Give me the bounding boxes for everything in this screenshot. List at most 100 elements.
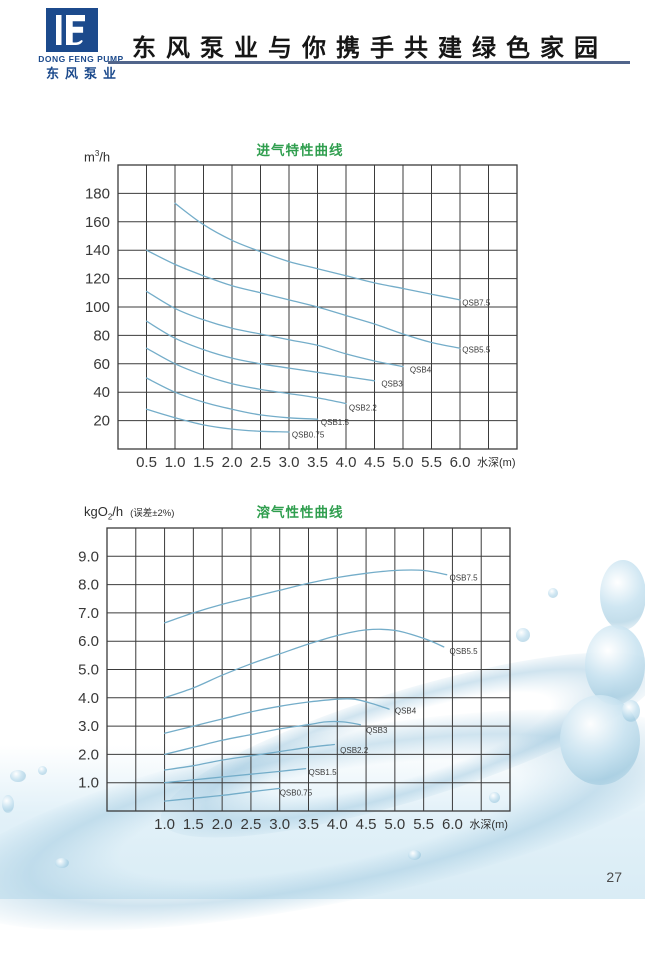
y-tick-label: 9.0 — [78, 548, 99, 565]
logo-company-name-en: DONG FENG PUMP — [38, 54, 124, 64]
x-tick-label: 4.5 — [356, 816, 377, 833]
y-tick-label: 180 — [85, 185, 110, 202]
series-curve-QSB3 — [145, 320, 376, 382]
series-label-QSB4: QSB4 — [410, 365, 432, 374]
series-label-QSB7.5: QSB7.5 — [462, 299, 491, 308]
chart1-title: 进气特性曲线 — [256, 143, 344, 159]
chart2-title: 溶气性性曲线 — [256, 505, 344, 521]
unit-subscript: 2 — [107, 512, 113, 522]
water-droplet-icon — [10, 770, 26, 782]
x-tick-label: 1.5 — [193, 454, 214, 471]
x-tick-label: 5.0 — [384, 816, 405, 833]
series-label-QSB7.5: QSB7.5 — [450, 573, 479, 582]
header-slogan: 东风泵业与你携手共建绿色家园 — [132, 33, 608, 62]
x-tick-label: 6.0 — [442, 816, 463, 833]
x-tick-label: 3.5 — [298, 816, 319, 833]
x-axis-tick-labels: 1.0 1.5 2.0 2.5 3.0 3.5 4.0 4.5 5.0 5.5 6.0 水深(m) — [154, 816, 508, 833]
intake-characteristic-chart: 0.5 1.0 1.5 2.0 2.5 3.0 3.5 4.0 4.5 5.0 5.5 6.0 水深(m… — [85, 164, 518, 471]
series-label-QSB5.5: QSB5.5 — [450, 647, 479, 656]
x-tick-label: 0.5 — [136, 454, 157, 471]
x-axis-unit-label: 水深(m) — [477, 456, 516, 469]
y-tick-label: 3.0 — [78, 718, 99, 735]
water-droplet-icon — [2, 795, 14, 813]
y-tick-label: 60 — [93, 356, 110, 373]
y-tick-label: 80 — [93, 327, 110, 344]
logo-company-name-cn: 东风泵业 — [45, 66, 122, 81]
unit-text: /h — [112, 504, 124, 519]
series-curve-QSB1.5 — [163, 767, 307, 784]
series-curve-QSB0.75 — [163, 787, 281, 802]
series-curve-QSB2.2 — [145, 347, 347, 405]
x-tick-label: 4.5 — [364, 454, 385, 471]
series-curve-QSB1.5 — [145, 377, 319, 420]
y-tick-label: 5.0 — [78, 662, 99, 679]
y-tick-label: 140 — [85, 242, 110, 259]
x-tick-label: 2.0 — [212, 816, 233, 833]
chart1-y-axis-unit: m3/h — [84, 149, 110, 164]
x-tick-label: 1.0 — [165, 454, 186, 471]
y-axis-tick-labels: 180 160 140 120 100 80 60 40 20 — [85, 185, 110, 429]
water-droplet-icon — [600, 560, 645, 630]
chart2-y-axis-unit: kgO2/h (误差±2%) — [84, 504, 174, 522]
series-label-QSB3: QSB3 — [381, 380, 403, 389]
series-curves: QSB7.5 QSB5.5 QSB4 QSB3 QSB2.2 QSB1.5 QSB0.75 — [163, 569, 479, 802]
y-tick-label: 160 — [85, 214, 110, 231]
water-droplet-icon — [622, 700, 640, 722]
series-curve-QSB3 — [163, 720, 361, 756]
x-tick-label: 3.0 — [269, 816, 290, 833]
x-axis-unit-label: 水深(m) — [469, 818, 508, 831]
x-tick-label: 1.0 — [154, 816, 175, 833]
series-curve-QSB4 — [163, 698, 390, 734]
x-tick-label: 5.5 — [413, 816, 434, 833]
series-curves: QSB7.5 QSB5.5 QSB4 QSB3 QSB2.2 QSB1.5 QSB0.75 — [145, 202, 491, 440]
series-label-QSB0.75: QSB0.75 — [292, 431, 325, 440]
series-label-QSB0.75: QSB0.75 — [280, 788, 313, 797]
series-curve-QSB5.5 — [163, 628, 445, 699]
unit-text: /h — [99, 149, 111, 165]
y-tick-label: 4.0 — [78, 690, 99, 707]
x-tick-label: 5.5 — [421, 454, 442, 471]
error-margin-note: (误差±2%) — [130, 508, 175, 519]
x-tick-label: 6.0 — [450, 454, 471, 471]
series-label-QSB5.5: QSB5.5 — [462, 345, 491, 354]
unit-superscript: 3 — [94, 149, 100, 158]
water-droplet-icon — [408, 850, 421, 860]
dissolved-gas-characteristic-chart: 1.0 1.5 2.0 2.5 3.0 3.5 4.0 4.5 5.0 5.5 6.0 水深(m) 9.… — [78, 527, 511, 833]
y-tick-label: 6.0 — [78, 633, 99, 650]
water-droplet-icon — [38, 766, 47, 775]
x-tick-label: 3.5 — [307, 454, 328, 471]
series-label-QSB1.5: QSB1.5 — [309, 768, 338, 777]
water-droplet-icon — [585, 625, 645, 705]
y-tick-label: 1.0 — [78, 775, 99, 792]
unit-text: m — [84, 149, 95, 165]
page-number: 27 — [606, 869, 622, 885]
water-droplet-icon — [548, 588, 558, 598]
y-tick-label: 100 — [85, 299, 110, 316]
water-droplet-icon — [560, 695, 640, 785]
series-curve-QSB5.5 — [145, 249, 461, 349]
series-curve-QSB2.2 — [163, 743, 336, 771]
chart-frame — [106, 527, 511, 812]
series-curve-QSB7.5 — [163, 569, 448, 624]
y-tick-label: 7.0 — [78, 605, 99, 622]
y-axis-tick-labels: 9.0 8.0 7.0 6.0 5.0 4.0 3.0 2.0 1.0 — [78, 548, 99, 791]
series-curve-QSB0.75 — [145, 408, 290, 433]
y-tick-label: 120 — [85, 271, 110, 288]
series-curve-QSB4 — [145, 290, 404, 368]
x-tick-label: 2.5 — [240, 816, 261, 833]
x-tick-label: 5.0 — [393, 454, 414, 471]
grid — [106, 527, 511, 812]
x-tick-label: 3.0 — [279, 454, 300, 471]
header-divider — [108, 61, 630, 64]
x-axis-tick-labels: 0.5 1.0 1.5 2.0 2.5 3.0 3.5 4.0 4.5 5.0 5.5 6.0 水深(m… — [136, 454, 515, 471]
y-tick-label: 20 — [93, 413, 110, 430]
series-label-QSB2.2: QSB2.2 — [340, 746, 369, 755]
series-label-QSB3: QSB3 — [366, 726, 388, 735]
x-tick-label: 2.5 — [250, 454, 271, 471]
unit-text: kgO — [84, 504, 108, 519]
x-tick-label: 4.0 — [336, 454, 357, 471]
x-tick-label: 4.0 — [327, 816, 348, 833]
y-tick-label: 40 — [93, 384, 110, 401]
x-tick-label: 2.0 — [222, 454, 243, 471]
series-label-QSB4: QSB4 — [395, 706, 417, 715]
